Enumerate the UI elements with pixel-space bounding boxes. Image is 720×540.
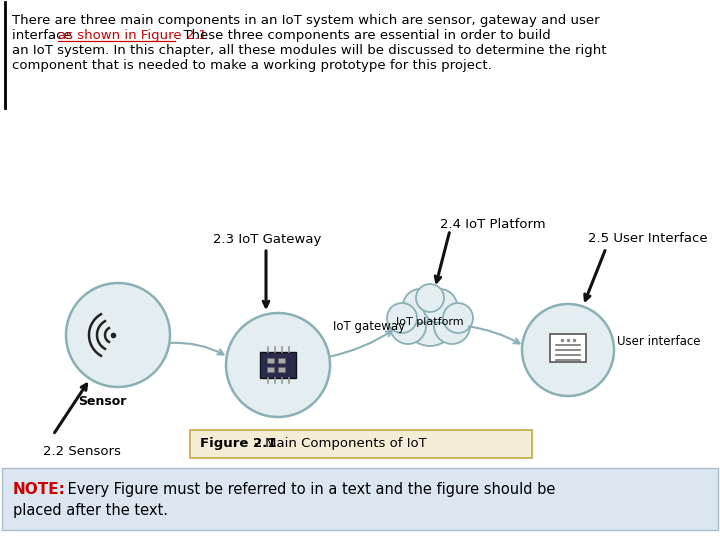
Text: 2.2 Sensors: 2.2 Sensors [43,445,121,458]
Text: User interface: User interface [617,335,701,348]
FancyBboxPatch shape [550,334,586,362]
Text: 2.3 IoT Gateway: 2.3 IoT Gateway [213,233,321,246]
Circle shape [416,284,444,312]
Text: interface: interface [12,29,76,42]
Text: Every Figure must be referred to in a text and the figure should be: Every Figure must be referred to in a te… [63,482,555,497]
Circle shape [423,289,457,323]
Circle shape [404,294,456,346]
FancyBboxPatch shape [278,367,285,372]
Text: component that is needed to make a working prototype for this project.: component that is needed to make a worki… [12,59,492,72]
Circle shape [66,283,170,387]
Text: 2.5 User Interface: 2.5 User Interface [588,232,708,245]
Text: – Main Components of IoT: – Main Components of IoT [250,437,427,450]
Text: NOTE:: NOTE: [13,482,66,497]
Circle shape [434,308,470,344]
Circle shape [443,303,473,333]
Circle shape [403,289,437,323]
Text: IoT gateway: IoT gateway [333,320,405,333]
FancyBboxPatch shape [267,367,274,372]
Text: an IoT system. In this chapter, all these modules will be discussed to determine: an IoT system. In this chapter, all thes… [12,44,606,57]
FancyBboxPatch shape [2,468,718,530]
Text: IoT platform: IoT platform [396,317,464,327]
FancyBboxPatch shape [278,358,285,363]
Circle shape [390,308,426,344]
FancyBboxPatch shape [190,430,532,458]
Text: placed after the text.: placed after the text. [13,503,168,518]
FancyBboxPatch shape [260,352,296,378]
Circle shape [522,304,614,396]
Text: Figure 2.1: Figure 2.1 [200,437,276,450]
Text: . These three components are essential in order to build: . These three components are essential i… [175,29,551,42]
Text: 2.4 IoT Platform: 2.4 IoT Platform [440,218,546,231]
Text: There are three main components in an IoT system which are sensor, gateway and u: There are three main components in an Io… [12,14,600,27]
Circle shape [387,303,417,333]
Text: Sensor: Sensor [78,395,127,408]
Circle shape [226,313,330,417]
FancyBboxPatch shape [267,358,274,363]
Text: as shown in Figure 2.1: as shown in Figure 2.1 [58,29,207,42]
